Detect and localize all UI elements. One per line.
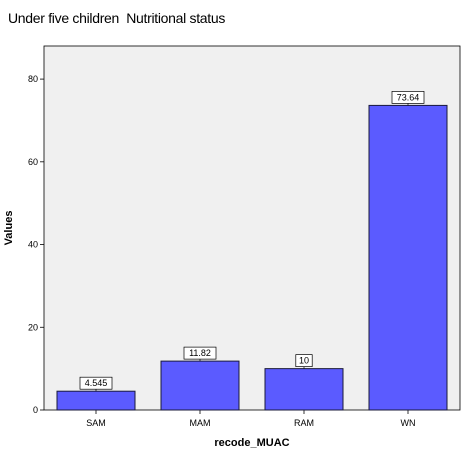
bar-sam [56,390,136,411]
x-axis: SAM MAM RAM WN [86,410,416,428]
data-label-text: 11.82 [189,348,211,358]
y-axis-title: Values [3,211,15,246]
y-tick-label: 0 [33,405,38,415]
bar-ram [264,368,344,411]
bars [56,104,448,411]
data-label: 73.64 [391,91,425,106]
y-tick-label: 80 [28,74,38,84]
y-tick-label: 60 [28,157,38,167]
data-label: 11.82 [183,346,217,362]
data-label-text: 10 [299,356,309,366]
y-axis: 0 20 40 60 80 [28,74,44,415]
y-tick-label: 20 [28,322,38,332]
data-label-text: 4.545 [85,378,108,388]
x-axis-title: recode_MUAC [214,437,289,449]
data-label: 4.545 [79,376,113,392]
x-tick-label: WN [401,418,416,428]
bar-wn [368,104,448,411]
y-tick-label: 40 [28,240,38,250]
x-tick-label: RAM [294,418,314,428]
data-label: 10 [295,354,313,369]
bar-mam [160,360,240,411]
x-tick-label: SAM [86,418,106,428]
chart-title: Under five children Nutritional status [8,10,226,26]
data-label-text: 73.64 [397,92,420,102]
data-labels: 4.545 11.82 10 73.64 [79,91,425,392]
x-tick-label: MAM [190,418,211,428]
